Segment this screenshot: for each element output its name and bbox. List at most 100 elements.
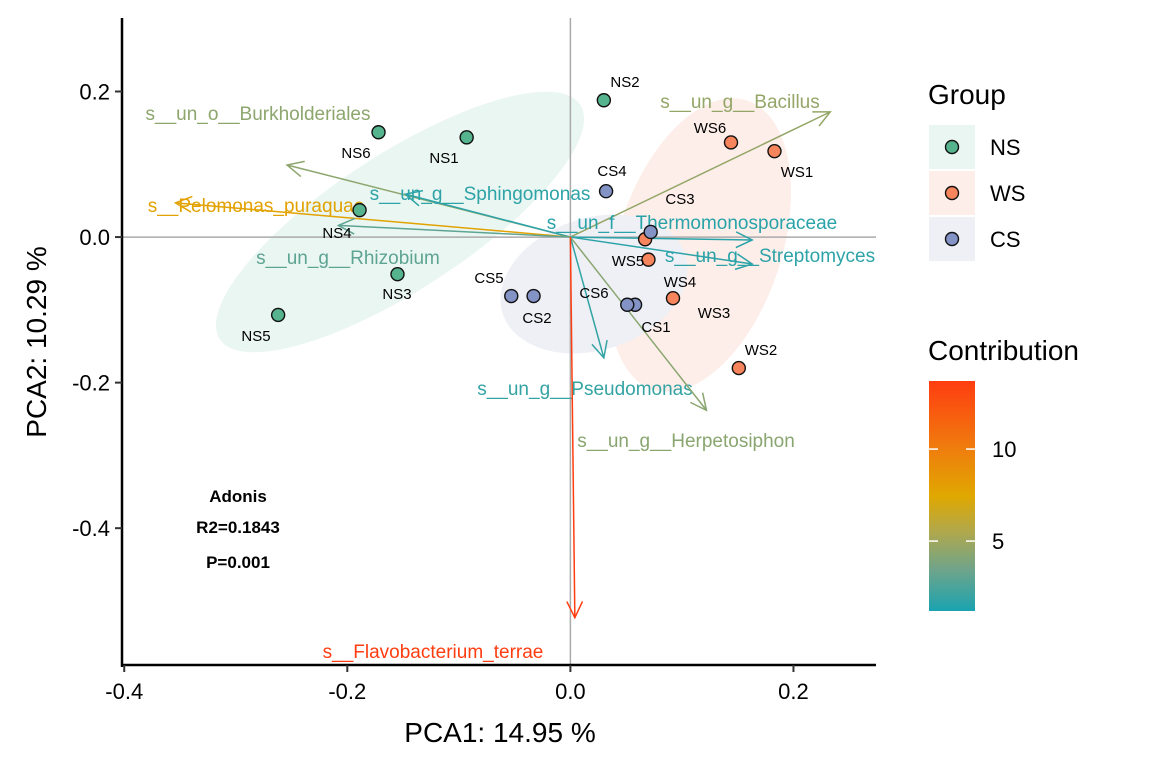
ellipse-cs <box>500 214 688 354</box>
point-marker <box>270 307 286 323</box>
point-marker <box>641 252 656 267</box>
loading-label: s__un_o__Burkholderiales <box>146 104 371 125</box>
point-marker <box>352 202 367 218</box>
point-label: WS3 <box>698 305 731 322</box>
arrow-shaft <box>570 111 831 238</box>
sample-point: WS1 <box>767 143 813 181</box>
point-label: NS3 <box>382 286 411 303</box>
point-label: CS4 <box>597 163 626 180</box>
contribution-legend-title: Contribution <box>928 335 1079 366</box>
contribution-colorbar <box>929 381 975 611</box>
point-label: WS4 <box>664 274 697 291</box>
y-tick-label: -0.4 <box>72 516 110 541</box>
point-label: WS5 <box>612 253 645 270</box>
legend-marker <box>944 139 960 155</box>
point-marker <box>504 288 519 304</box>
sample-point: CS5 <box>474 270 519 304</box>
point-marker <box>390 266 405 282</box>
point-label: CS5 <box>474 270 503 287</box>
adonis-annotation: Adonis R2=0.1843 P=0.001 <box>196 487 280 572</box>
point-marker <box>767 143 782 159</box>
sample-point: WS6 <box>694 120 739 150</box>
y-axis-label: PCA2: 10.29 % <box>21 246 52 437</box>
point-label: NS2 <box>610 74 639 91</box>
x-tick-label: 0.2 <box>778 679 809 704</box>
arrow-shaft <box>569 236 708 411</box>
legend-item-ns: NS <box>929 125 1021 169</box>
loading-arrow: s__un_g__Herpetosiphon <box>569 236 795 452</box>
legend-label: CS <box>990 227 1021 252</box>
x-tick-label: 0.0 <box>555 679 586 704</box>
loading-arrow: s__Pelomonas_puraquae <box>148 195 571 238</box>
sample-point: NS4 <box>322 202 367 242</box>
arrowhead-icon <box>591 340 608 360</box>
point-label: WS2 <box>745 342 778 359</box>
point-marker <box>459 130 474 145</box>
arrow-shaft <box>569 236 605 359</box>
arrow-shaft <box>405 193 571 238</box>
sample-point: CS3 <box>643 191 695 240</box>
arrow-shaft <box>569 237 576 618</box>
axes: -0.4 -0.2 0.0 0.2 -0.4 -0.2 0.0 0.2 <box>72 18 876 704</box>
point-label: NS5 <box>241 328 270 345</box>
sample-point: NS5 <box>241 307 286 345</box>
legend-item-ws: WS <box>929 171 1025 215</box>
loading-arrow: s__un_f__Thermomonosporaceae <box>547 213 837 249</box>
y-tick-label: -0.2 <box>72 371 110 396</box>
loading-label: s__Flavobacterium_terrae <box>323 642 544 663</box>
legend-marker <box>944 231 960 247</box>
reference-lines <box>122 18 876 665</box>
loading-label: s__un_g__Herpetosiphon <box>577 431 795 452</box>
group-legend: Group NS WS CS <box>928 79 1025 261</box>
point-marker <box>371 125 386 140</box>
sample-point: WS2 <box>731 342 778 376</box>
legend-label: NS <box>990 135 1021 160</box>
point-marker <box>598 184 614 199</box>
loading-label: s__un_g__Sphingomonas <box>370 184 591 205</box>
y-tick-label: 0.0 <box>79 225 110 250</box>
arrowhead-icon <box>336 217 356 235</box>
x-tick-label: -0.4 <box>105 679 143 704</box>
contribution-legend: Contribution 5 10 <box>928 335 1079 611</box>
point-label: CS3 <box>665 191 694 208</box>
arrowhead-icon <box>812 111 832 127</box>
point-marker <box>723 135 739 150</box>
loading-arrow: s__un_g__Rhizobium <box>256 217 571 269</box>
loading-label: s__un_g__Pseudomonas <box>477 379 693 400</box>
loading-label: s__un_g__Rhizobium <box>256 248 440 269</box>
point-label: CS2 <box>522 310 551 327</box>
arrow-shaft <box>338 224 571 238</box>
sample-point: NS3 <box>382 266 412 303</box>
adonis-title: Adonis <box>209 487 267 506</box>
arrowhead-icon <box>566 601 584 620</box>
group-legend-title: Group <box>928 79 1006 110</box>
loading-arrows: s__un_g__Bacillus s__un_o__Burkholderiale… <box>146 92 876 663</box>
point-marker <box>526 288 541 304</box>
arrowhead-icon <box>173 195 193 213</box>
arrow-shaft <box>175 202 571 238</box>
point-marker <box>620 297 635 312</box>
loading-arrow: s__un_g__Streptomyces <box>570 236 875 271</box>
sample-point: WS3 <box>665 290 731 322</box>
arrowhead-icon <box>689 392 708 412</box>
point-label: NS1 <box>429 150 458 167</box>
loading-label: s__Pelomonas_puraquae <box>148 196 365 217</box>
colorbar-tick-label: 10 <box>992 437 1016 462</box>
legend-marker <box>944 185 960 201</box>
loading-arrow: s__un_g__Bacillus <box>570 92 832 238</box>
arrowhead-icon <box>734 253 754 271</box>
sample-point: CS6 <box>579 285 635 312</box>
point-marker <box>731 360 747 376</box>
arrow-shaft <box>570 236 753 241</box>
sample-point: NS6 <box>341 125 386 162</box>
colorbar-tick-label: 5 <box>992 529 1004 554</box>
legend-item-cs: CS <box>929 217 1021 261</box>
point-marker <box>596 93 612 108</box>
legend-label: WS <box>990 181 1025 206</box>
point-marker <box>643 224 658 240</box>
arrow-shaft <box>570 236 753 265</box>
sample-point: CS2 <box>522 288 552 327</box>
sample-point: WS5 <box>612 252 656 270</box>
sample-point: CS4 <box>597 163 627 199</box>
